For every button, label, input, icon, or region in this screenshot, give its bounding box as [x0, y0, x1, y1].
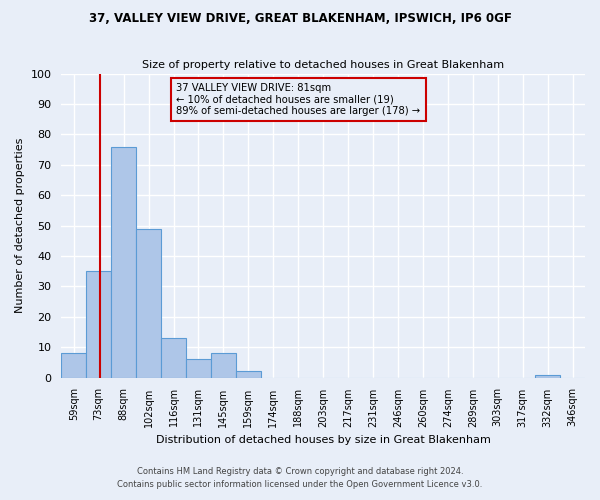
Bar: [136, 228, 161, 378]
Bar: [86, 271, 111, 378]
Bar: [535, 374, 560, 378]
Bar: [161, 338, 186, 378]
X-axis label: Distribution of detached houses by size in Great Blakenham: Distribution of detached houses by size …: [156, 435, 491, 445]
Text: 37 VALLEY VIEW DRIVE: 81sqm
← 10% of detached houses are smaller (19)
89% of sem: 37 VALLEY VIEW DRIVE: 81sqm ← 10% of det…: [176, 82, 421, 116]
Bar: [211, 353, 236, 378]
Title: Size of property relative to detached houses in Great Blakenham: Size of property relative to detached ho…: [142, 60, 504, 70]
Bar: [236, 372, 261, 378]
Bar: [186, 360, 211, 378]
Text: Contains HM Land Registry data © Crown copyright and database right 2024.
Contai: Contains HM Land Registry data © Crown c…: [118, 468, 482, 489]
Bar: [111, 146, 136, 378]
Y-axis label: Number of detached properties: Number of detached properties: [15, 138, 25, 313]
Bar: [61, 353, 86, 378]
Text: 37, VALLEY VIEW DRIVE, GREAT BLAKENHAM, IPSWICH, IP6 0GF: 37, VALLEY VIEW DRIVE, GREAT BLAKENHAM, …: [89, 12, 511, 26]
